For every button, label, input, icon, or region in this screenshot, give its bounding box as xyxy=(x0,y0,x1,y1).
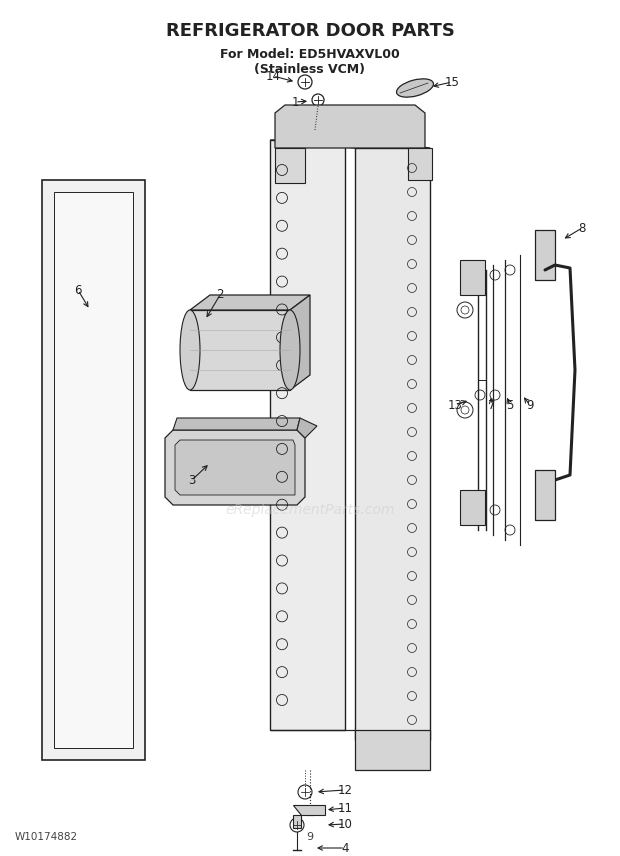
Polygon shape xyxy=(42,180,145,760)
Polygon shape xyxy=(190,295,310,310)
Polygon shape xyxy=(293,805,325,828)
Text: 9: 9 xyxy=(526,399,534,412)
Text: 1: 1 xyxy=(291,96,299,109)
Text: 6: 6 xyxy=(74,283,82,296)
Polygon shape xyxy=(535,230,555,280)
Polygon shape xyxy=(190,310,290,390)
Polygon shape xyxy=(460,260,485,295)
Polygon shape xyxy=(275,148,305,183)
Polygon shape xyxy=(54,192,133,748)
Polygon shape xyxy=(270,140,430,148)
Ellipse shape xyxy=(180,310,200,390)
Polygon shape xyxy=(165,430,305,505)
Polygon shape xyxy=(175,440,295,495)
Polygon shape xyxy=(535,470,555,520)
Text: 15: 15 xyxy=(445,75,459,88)
Text: 12: 12 xyxy=(337,783,353,796)
Polygon shape xyxy=(297,418,317,438)
Polygon shape xyxy=(355,730,430,770)
Text: 10: 10 xyxy=(337,817,352,830)
Text: 13: 13 xyxy=(448,399,463,412)
Polygon shape xyxy=(460,490,485,525)
Polygon shape xyxy=(355,148,430,740)
Text: 5: 5 xyxy=(507,399,514,412)
Text: W10174882: W10174882 xyxy=(15,832,78,842)
Text: 14: 14 xyxy=(265,69,280,82)
Polygon shape xyxy=(290,295,310,390)
Text: (Stainless VCM): (Stainless VCM) xyxy=(254,63,366,76)
Text: REFRIGERATOR DOOR PARTS: REFRIGERATOR DOOR PARTS xyxy=(166,22,454,40)
Text: 11: 11 xyxy=(337,801,353,815)
Text: eReplacementParts.com: eReplacementParts.com xyxy=(225,503,395,517)
Polygon shape xyxy=(275,105,425,148)
Text: 8: 8 xyxy=(578,222,586,235)
Text: 7: 7 xyxy=(489,399,496,412)
Polygon shape xyxy=(408,148,432,180)
Polygon shape xyxy=(173,418,300,430)
Ellipse shape xyxy=(397,79,433,98)
Polygon shape xyxy=(270,140,345,730)
Text: 3: 3 xyxy=(188,473,196,486)
Text: 2: 2 xyxy=(216,288,224,301)
Text: For Model: ED5HVAXVL00: For Model: ED5HVAXVL00 xyxy=(220,48,400,61)
Text: 9: 9 xyxy=(306,832,314,842)
Text: 4: 4 xyxy=(341,841,348,854)
Ellipse shape xyxy=(280,310,300,390)
